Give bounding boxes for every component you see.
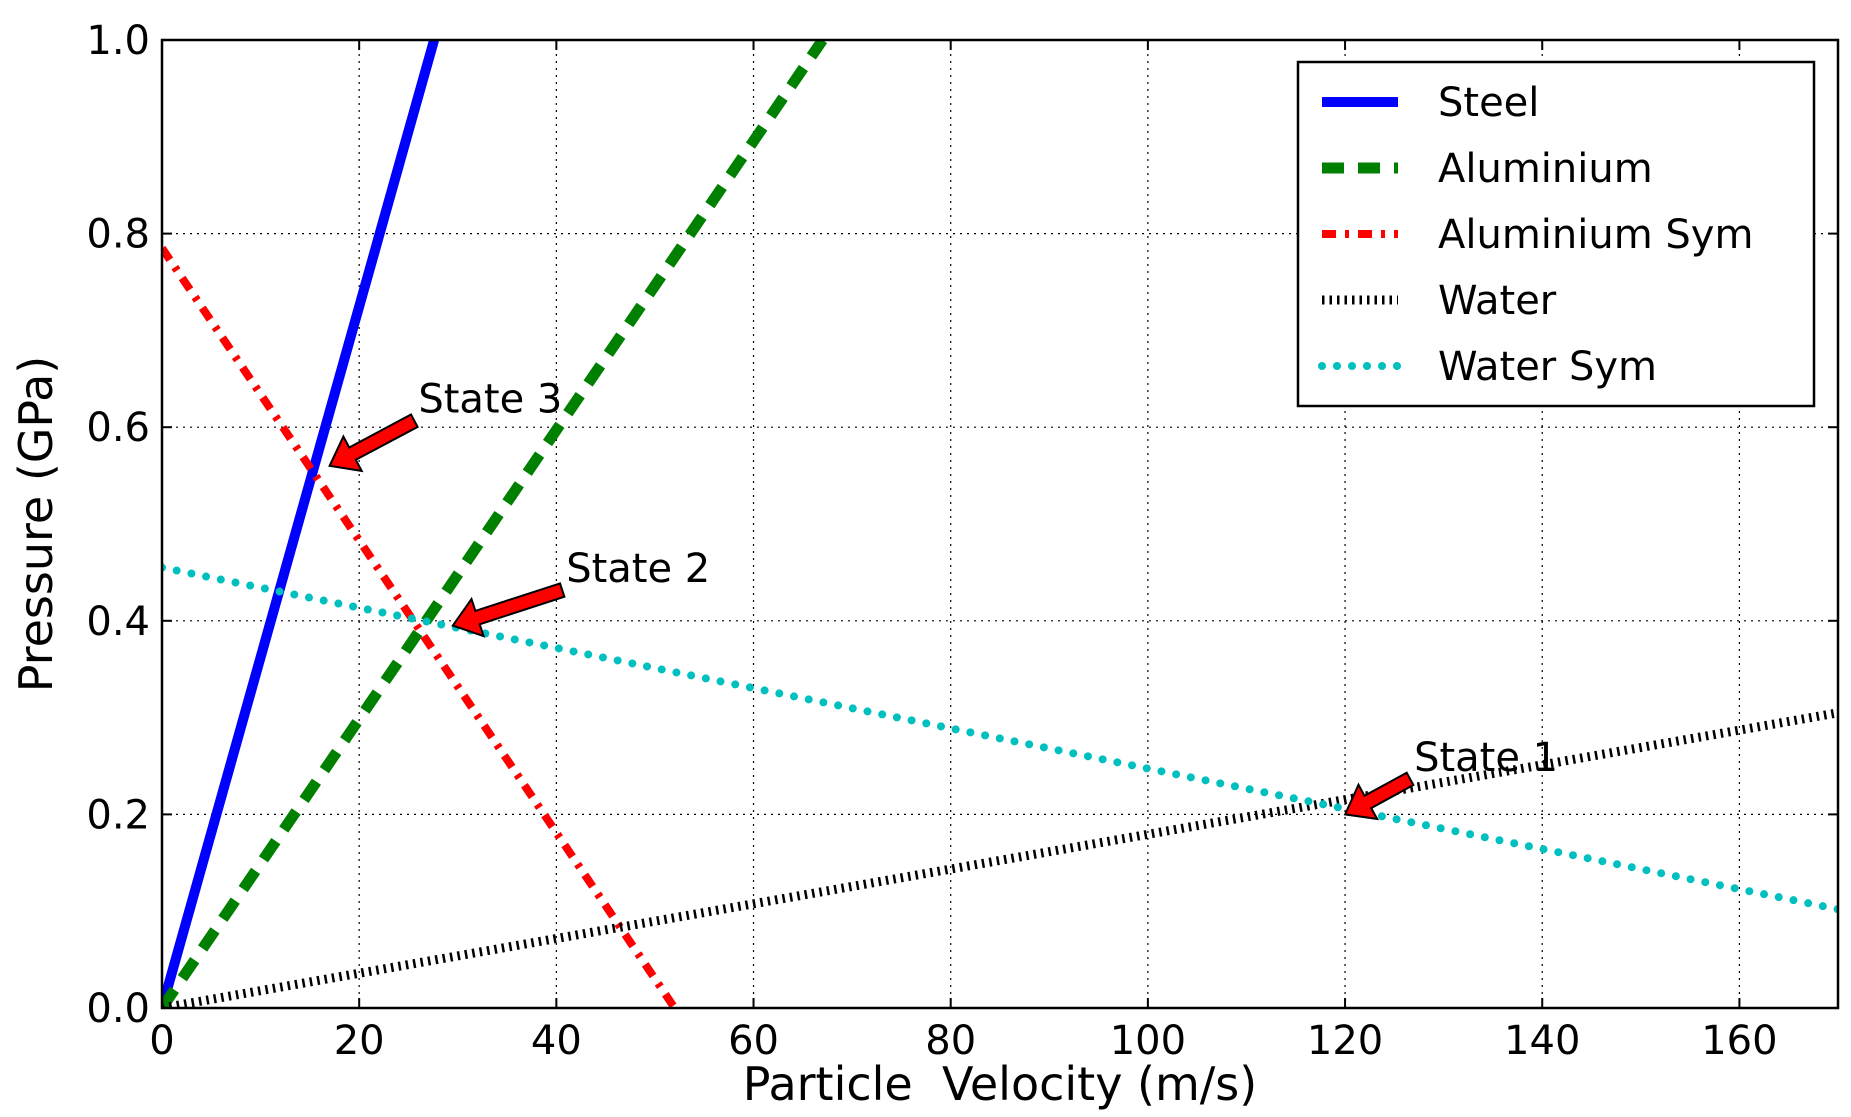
annotation-label: State 2 bbox=[566, 546, 710, 592]
series-line-aluminium-sym bbox=[162, 245, 678, 1008]
annotation-arrow bbox=[328, 413, 419, 473]
x-tick-label: 60 bbox=[728, 1018, 779, 1064]
x-tick-label: 140 bbox=[1504, 1018, 1580, 1064]
legend-label-aluminium: Aluminium bbox=[1438, 146, 1653, 192]
x-tick-label: 20 bbox=[334, 1018, 385, 1064]
annotation-arrow bbox=[1343, 771, 1415, 821]
y-tick-label: 1.0 bbox=[86, 18, 150, 64]
x-tick-label: 100 bbox=[1110, 1018, 1186, 1064]
annotation-arrow bbox=[451, 582, 566, 638]
legend-label-steel: Steel bbox=[1438, 80, 1539, 126]
x-axis-label: Particle Velocity (m/s) bbox=[743, 1057, 1257, 1111]
y-tick-label: 0.4 bbox=[86, 599, 150, 645]
y-tick-label: 0.2 bbox=[86, 792, 150, 838]
legend-label-water-sym: Water Sym bbox=[1438, 344, 1657, 390]
series-line-water bbox=[162, 708, 1838, 1008]
plot-frame bbox=[160, 38, 1840, 1010]
y-tick-label: 0.0 bbox=[86, 986, 150, 1032]
series-line-aluminium bbox=[162, 40, 828, 1008]
x-tick-label: 120 bbox=[1307, 1018, 1383, 1064]
y-tick-label: 0.8 bbox=[86, 212, 150, 258]
x-tick-label: 0 bbox=[149, 1018, 174, 1064]
legend-label-water: Water bbox=[1438, 278, 1557, 324]
x-tick-label: 160 bbox=[1701, 1018, 1777, 1064]
x-tick-label: 80 bbox=[925, 1018, 976, 1064]
series-line-steel bbox=[162, 40, 439, 1008]
legend-label-aluminium-sym: Aluminium Sym bbox=[1438, 212, 1753, 258]
axis-ticks: 0 20 40 60 80 100 120 140 160 0.0 0.2 0.4 0.6 0.8 1.0 bbox=[86, 18, 1838, 1064]
x-tick-label: 40 bbox=[531, 1018, 582, 1064]
series-line-water-sym bbox=[162, 563, 1838, 914]
y-tick-label: 0.6 bbox=[86, 405, 150, 451]
y-axis-label: Pressure (GPa) bbox=[9, 356, 63, 692]
annotation-layer: State 1 State 2 State 3 bbox=[328, 377, 1558, 821]
series-layer bbox=[162, 40, 1838, 1008]
annotation-label: State 1 bbox=[1414, 735, 1558, 781]
annotation-label: State 3 bbox=[418, 377, 562, 423]
legend: Steel Aluminium Aluminium Sym Water Water Sy… bbox=[1296, 60, 1816, 408]
